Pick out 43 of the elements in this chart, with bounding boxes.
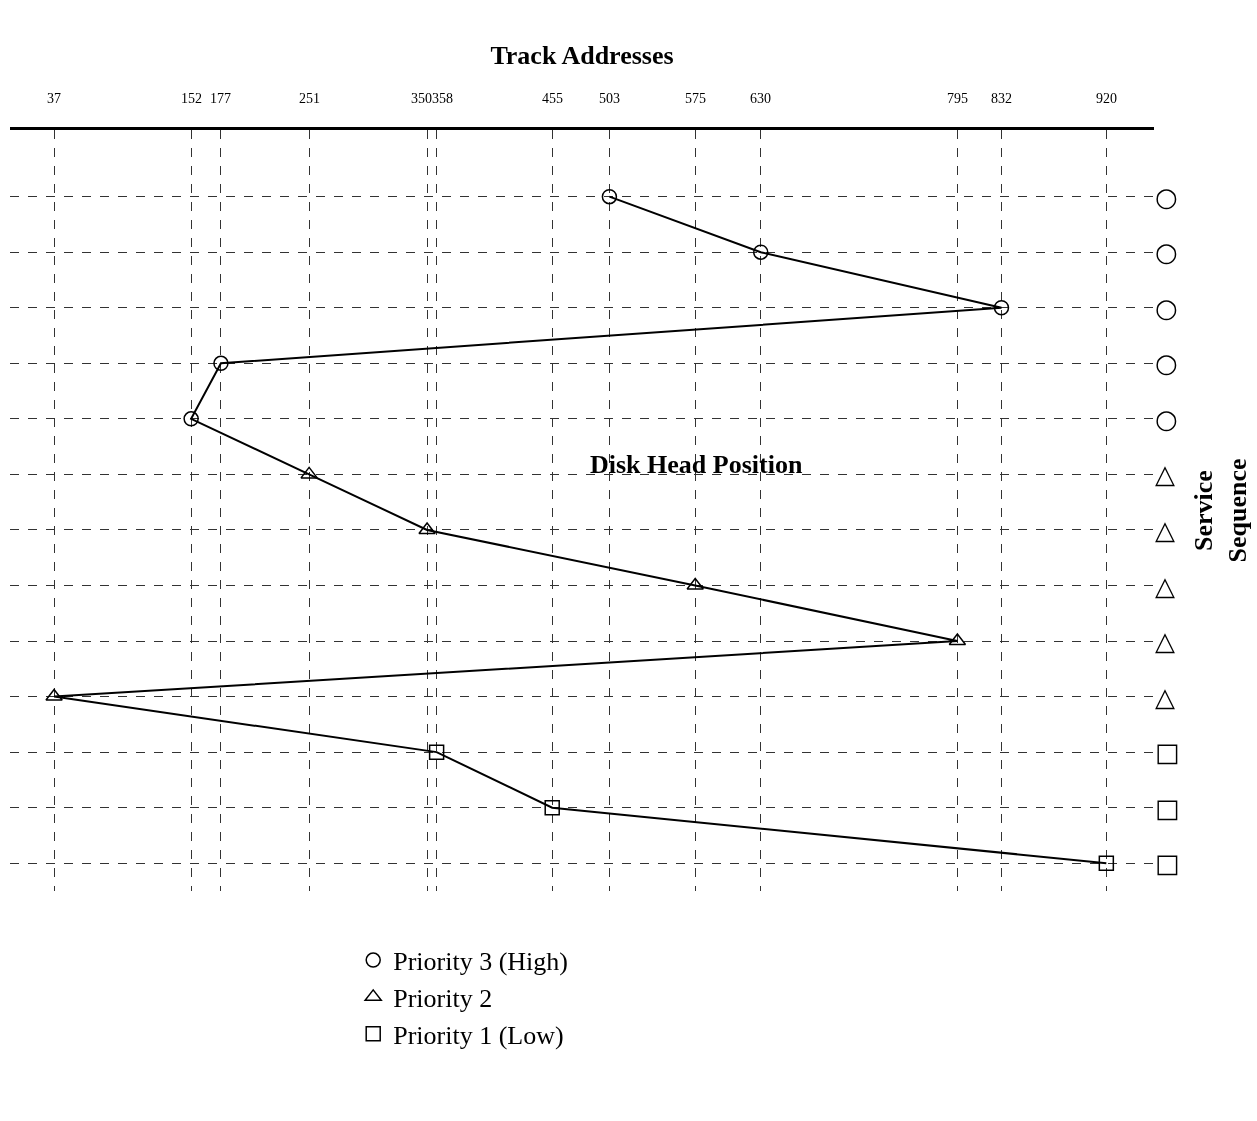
point xyxy=(544,799,560,816)
x-tick-label: 455 xyxy=(542,91,563,106)
legend-label: Priority 3 (High) xyxy=(393,947,568,977)
point xyxy=(300,466,318,479)
point xyxy=(601,188,618,205)
x-tick-label: 177 xyxy=(210,91,231,106)
x-tick-label: 358 xyxy=(432,91,453,106)
y-tick-label: △ xyxy=(1155,459,1175,490)
legend-label: Priority 1 (Low) xyxy=(393,1020,564,1050)
legend-label: Priority 2 xyxy=(393,984,493,1013)
y-tick-label: □ xyxy=(1155,737,1180,768)
point xyxy=(418,522,436,535)
x-tick-label: 630 xyxy=(750,91,771,106)
point xyxy=(1098,855,1115,871)
x-tick-label: 350 xyxy=(411,91,432,106)
point xyxy=(213,355,229,372)
x-tick-label: 251 xyxy=(299,91,320,106)
annotation: Disk Head Position xyxy=(590,450,803,479)
x-tick-label: 37 xyxy=(47,91,61,106)
y-tick-label: △ xyxy=(1155,570,1175,601)
x-tick-label: 920 xyxy=(1096,91,1117,106)
x-tick-label: 152 xyxy=(181,91,202,106)
x-axis-title: Track Addresses xyxy=(490,41,674,71)
point xyxy=(993,300,1010,316)
y-tick-label: □ xyxy=(1155,792,1180,823)
y-tick-label: ○ xyxy=(1155,403,1178,434)
y-tick-label: △ xyxy=(1155,681,1175,712)
y-tick-label: □ xyxy=(1155,848,1180,879)
y-tick-label: ○ xyxy=(1155,348,1178,379)
y-tick-label: ○ xyxy=(1155,237,1178,268)
y-tick-label: ○ xyxy=(1155,292,1178,323)
point xyxy=(183,411,199,427)
x-tick-label: 832 xyxy=(991,91,1012,106)
x-tick-label: 503 xyxy=(599,91,620,106)
point xyxy=(45,688,63,701)
point xyxy=(753,244,769,260)
x-tick-label: 575 xyxy=(685,91,706,106)
point xyxy=(428,744,445,760)
y-tick-label: ○ xyxy=(1155,181,1178,212)
x-tick-label: 795 xyxy=(947,91,968,106)
y-tick-label: △ xyxy=(1155,626,1175,657)
y-tick-label: △ xyxy=(1155,515,1175,546)
y-axis-title: Service Sequence xyxy=(1189,458,1253,563)
